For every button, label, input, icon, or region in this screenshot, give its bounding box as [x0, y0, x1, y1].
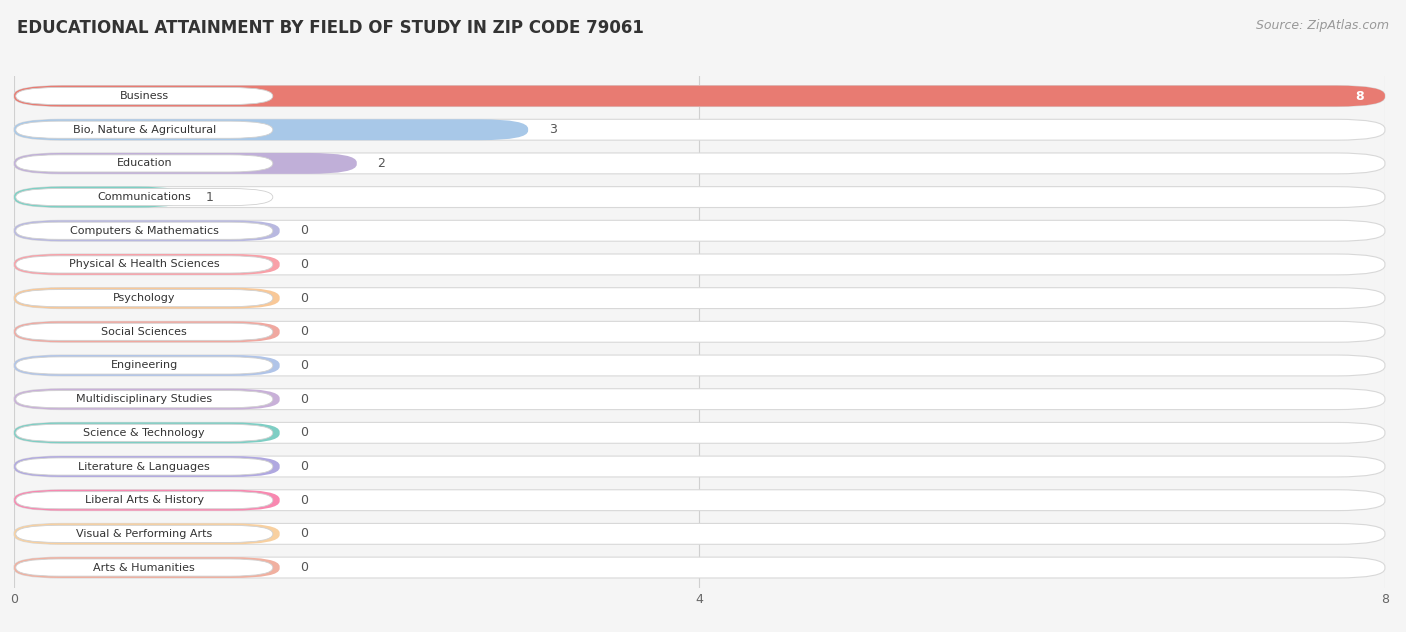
- FancyBboxPatch shape: [15, 391, 273, 408]
- FancyBboxPatch shape: [15, 424, 273, 441]
- Text: Engineering: Engineering: [111, 360, 179, 370]
- FancyBboxPatch shape: [14, 186, 186, 207]
- FancyBboxPatch shape: [14, 119, 529, 140]
- FancyBboxPatch shape: [15, 323, 273, 341]
- FancyBboxPatch shape: [14, 153, 1385, 174]
- FancyBboxPatch shape: [14, 523, 280, 544]
- FancyBboxPatch shape: [14, 288, 1385, 308]
- FancyBboxPatch shape: [15, 492, 273, 509]
- FancyBboxPatch shape: [14, 557, 1385, 578]
- FancyBboxPatch shape: [14, 254, 280, 275]
- FancyBboxPatch shape: [14, 389, 280, 410]
- FancyBboxPatch shape: [14, 221, 1385, 241]
- Text: 0: 0: [301, 291, 308, 305]
- Text: Education: Education: [117, 159, 172, 168]
- Text: Visual & Performing Arts: Visual & Performing Arts: [76, 529, 212, 539]
- FancyBboxPatch shape: [15, 357, 273, 374]
- Text: Business: Business: [120, 91, 169, 101]
- FancyBboxPatch shape: [15, 121, 273, 138]
- FancyBboxPatch shape: [15, 155, 273, 172]
- FancyBboxPatch shape: [14, 389, 1385, 410]
- FancyBboxPatch shape: [14, 456, 280, 477]
- Text: 0: 0: [301, 325, 308, 338]
- Text: 0: 0: [301, 527, 308, 540]
- FancyBboxPatch shape: [15, 87, 273, 105]
- FancyBboxPatch shape: [14, 288, 280, 308]
- Text: Arts & Humanities: Arts & Humanities: [93, 562, 195, 573]
- FancyBboxPatch shape: [14, 85, 1385, 106]
- Text: 0: 0: [301, 427, 308, 439]
- FancyBboxPatch shape: [14, 186, 1385, 207]
- FancyBboxPatch shape: [14, 422, 1385, 443]
- Text: Social Sciences: Social Sciences: [101, 327, 187, 337]
- FancyBboxPatch shape: [14, 119, 1385, 140]
- FancyBboxPatch shape: [15, 289, 273, 307]
- FancyBboxPatch shape: [14, 221, 280, 241]
- Text: 2: 2: [377, 157, 385, 170]
- Text: 1: 1: [207, 191, 214, 204]
- FancyBboxPatch shape: [15, 559, 273, 576]
- Text: 0: 0: [301, 460, 308, 473]
- Text: 3: 3: [548, 123, 557, 137]
- FancyBboxPatch shape: [14, 523, 1385, 544]
- Text: Physical & Health Sciences: Physical & Health Sciences: [69, 260, 219, 269]
- FancyBboxPatch shape: [14, 153, 357, 174]
- FancyBboxPatch shape: [14, 490, 280, 511]
- FancyBboxPatch shape: [14, 490, 1385, 511]
- FancyBboxPatch shape: [15, 256, 273, 273]
- Text: Literature & Languages: Literature & Languages: [79, 461, 209, 471]
- Text: 0: 0: [301, 258, 308, 271]
- FancyBboxPatch shape: [14, 254, 1385, 275]
- Text: 0: 0: [301, 561, 308, 574]
- FancyBboxPatch shape: [14, 456, 1385, 477]
- Text: Source: ZipAtlas.com: Source: ZipAtlas.com: [1256, 19, 1389, 32]
- FancyBboxPatch shape: [15, 188, 273, 205]
- FancyBboxPatch shape: [14, 321, 280, 343]
- Text: EDUCATIONAL ATTAINMENT BY FIELD OF STUDY IN ZIP CODE 79061: EDUCATIONAL ATTAINMENT BY FIELD OF STUDY…: [17, 19, 644, 37]
- Text: 0: 0: [301, 224, 308, 237]
- FancyBboxPatch shape: [15, 525, 273, 542]
- Text: 0: 0: [301, 359, 308, 372]
- FancyBboxPatch shape: [14, 355, 280, 376]
- Text: Computers & Mathematics: Computers & Mathematics: [70, 226, 219, 236]
- FancyBboxPatch shape: [14, 85, 1385, 106]
- Text: Psychology: Psychology: [112, 293, 176, 303]
- Text: Liberal Arts & History: Liberal Arts & History: [84, 495, 204, 505]
- Text: Bio, Nature & Agricultural: Bio, Nature & Agricultural: [73, 125, 217, 135]
- Text: Multidisciplinary Studies: Multidisciplinary Studies: [76, 394, 212, 404]
- FancyBboxPatch shape: [15, 458, 273, 475]
- FancyBboxPatch shape: [14, 355, 1385, 376]
- Text: 0: 0: [301, 494, 308, 507]
- FancyBboxPatch shape: [15, 222, 273, 240]
- Text: Communications: Communications: [97, 192, 191, 202]
- Text: 0: 0: [301, 392, 308, 406]
- FancyBboxPatch shape: [14, 321, 1385, 343]
- FancyBboxPatch shape: [14, 422, 280, 443]
- FancyBboxPatch shape: [14, 557, 280, 578]
- Text: Science & Technology: Science & Technology: [83, 428, 205, 438]
- Text: 8: 8: [1355, 90, 1364, 102]
